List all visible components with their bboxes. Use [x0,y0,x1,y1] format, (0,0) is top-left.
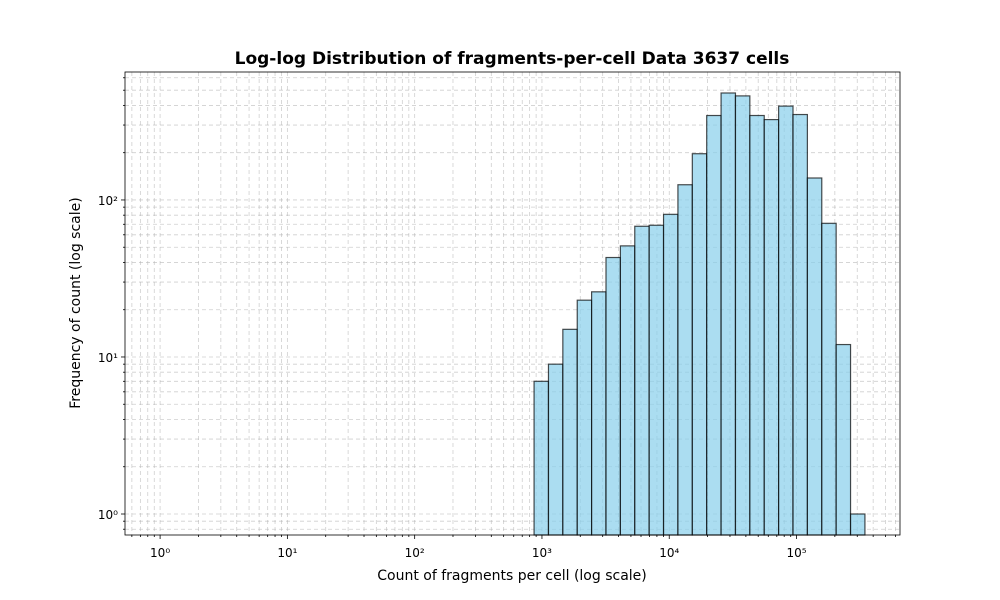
bar [591,291,607,536]
bar [662,213,679,536]
bar [806,177,823,536]
bar [749,114,765,536]
x-tick-label: 10³ [532,546,552,560]
bar [778,105,794,536]
bar [619,245,636,536]
y-tick-label: 10² [98,194,118,208]
x-tick-label: 10⁰ [150,546,170,560]
bar [821,222,837,536]
bar [562,328,578,536]
x-tick-label: 10¹ [277,546,297,560]
x-tick-label: 10⁵ [786,546,806,560]
bar [849,513,866,536]
bar [734,95,751,536]
y-tick-label: 10⁰ [98,508,118,522]
bar [763,118,780,536]
bar [792,113,808,536]
bar [648,224,665,536]
y-axis-label: Frequency of count (log scale) [68,197,84,408]
bar [533,380,550,536]
bar [706,114,722,536]
bar [835,343,852,536]
bar [720,92,737,536]
x-tick-label: 10⁴ [659,546,679,560]
bar [691,153,708,536]
y-tick-label: 10¹ [98,351,118,365]
bar [547,363,564,536]
x-tick-label: 10² [405,546,425,560]
x-axis-label: Count of fragments per cell (log scale) [377,568,647,584]
chart-title: Log-log Distribution of fragments-per-ce… [235,49,790,69]
bar [605,256,621,536]
bar [677,184,693,536]
bar [576,299,593,536]
bar [634,225,650,536]
axes-frame [124,71,901,536]
